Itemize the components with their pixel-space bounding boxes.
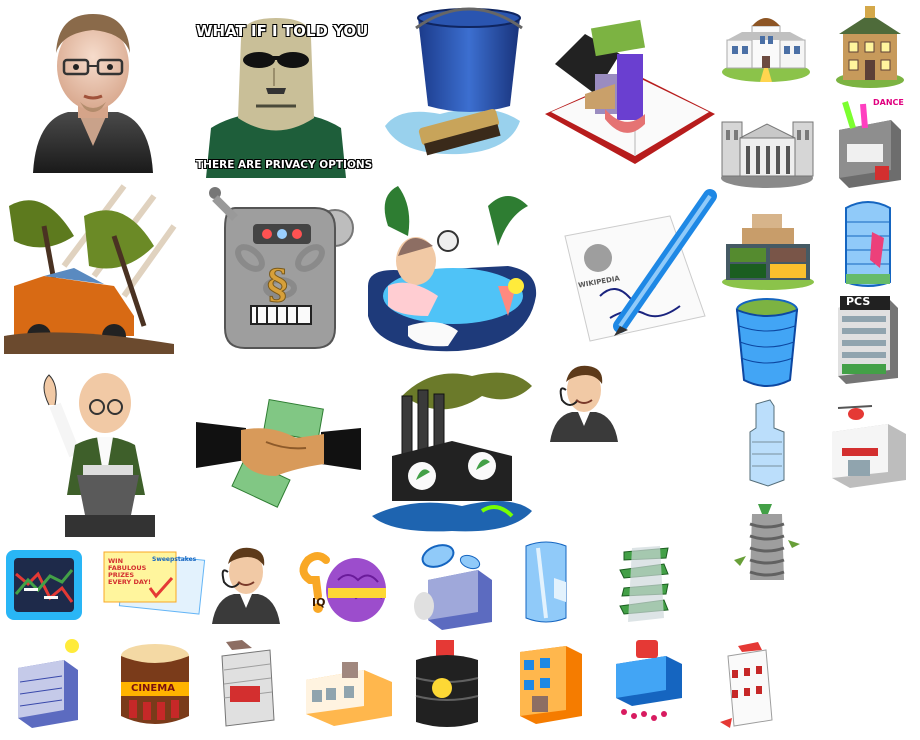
skyscraper-icon <box>740 398 796 490</box>
iq-brain-icon: IQ <box>298 550 388 626</box>
toy-factory-icon <box>304 654 394 726</box>
lecturer-icon <box>35 365 155 540</box>
old-house-icon <box>835 4 905 89</box>
blue-tower-icon <box>518 538 574 626</box>
bearded-man-avatar-icon <box>28 8 158 173</box>
sweepstakes-title: WIN FABULOUS PRIZES EVERY DAY! <box>108 557 152 586</box>
container-stack-icon <box>722 208 814 290</box>
spiral-tower-icon <box>732 500 802 592</box>
tech-building-icon <box>610 634 686 724</box>
chained-robot-icon: § <box>205 187 355 358</box>
bank-building-icon <box>14 638 84 728</box>
polluting-factory-icon <box>372 366 537 536</box>
sweepstakes-ticket: Sweepstakes <box>152 556 197 563</box>
glass-tower-icon <box>840 198 896 290</box>
bucket-brush-icon <box>380 6 530 161</box>
iq-label: IQ <box>312 596 326 609</box>
support-agent-small-icon <box>210 542 282 624</box>
storm-car-icon <box>4 184 177 354</box>
white-mansion-icon <box>722 12 810 82</box>
pcs-office-icon: PCS <box>832 294 902 386</box>
cinema-icon: CINEMA <box>115 640 195 728</box>
wikipedia-pen-icon: WIKIPEDIA <box>560 186 720 346</box>
satellite-dish-building-icon <box>408 540 494 632</box>
helipad-store-icon <box>828 402 908 490</box>
cinema-sign: CINEMA <box>131 683 175 694</box>
dance-club-icon: DANCE <box>835 98 905 190</box>
dance-sign: DANCE <box>873 98 904 107</box>
apartment-block-icon <box>514 640 586 726</box>
meme-bottom-text: THERE ARE PRIVACY OPTIONS <box>196 159 373 171</box>
museum-icon <box>720 112 815 190</box>
music-tower-icon <box>212 636 280 730</box>
sweepstakes-icon: WIN FABULOUS PRIZES EVERY DAY! Sweepstak… <box>102 548 206 618</box>
hot-tub-man-icon <box>368 186 538 361</box>
support-agent-icon <box>548 360 620 442</box>
meme-top-text: WHAT IF I TOLD YOU <box>196 22 369 40</box>
pcs-sign: PCS <box>846 295 871 308</box>
money-handshake-icon <box>196 398 361 513</box>
round-tower-icon <box>734 298 800 390</box>
svg-text:§: § <box>267 261 288 308</box>
stock-chart-icon <box>4 544 84 624</box>
finance-book-chart-icon <box>545 14 715 174</box>
arcade-tower-icon <box>412 638 482 730</box>
star-tower-icon <box>718 636 780 730</box>
twisted-tower-icon <box>610 540 682 626</box>
matrix-meme-icon: WHAT IF I TOLD YOU THERE ARE PRIVACY OPT… <box>196 8 373 178</box>
